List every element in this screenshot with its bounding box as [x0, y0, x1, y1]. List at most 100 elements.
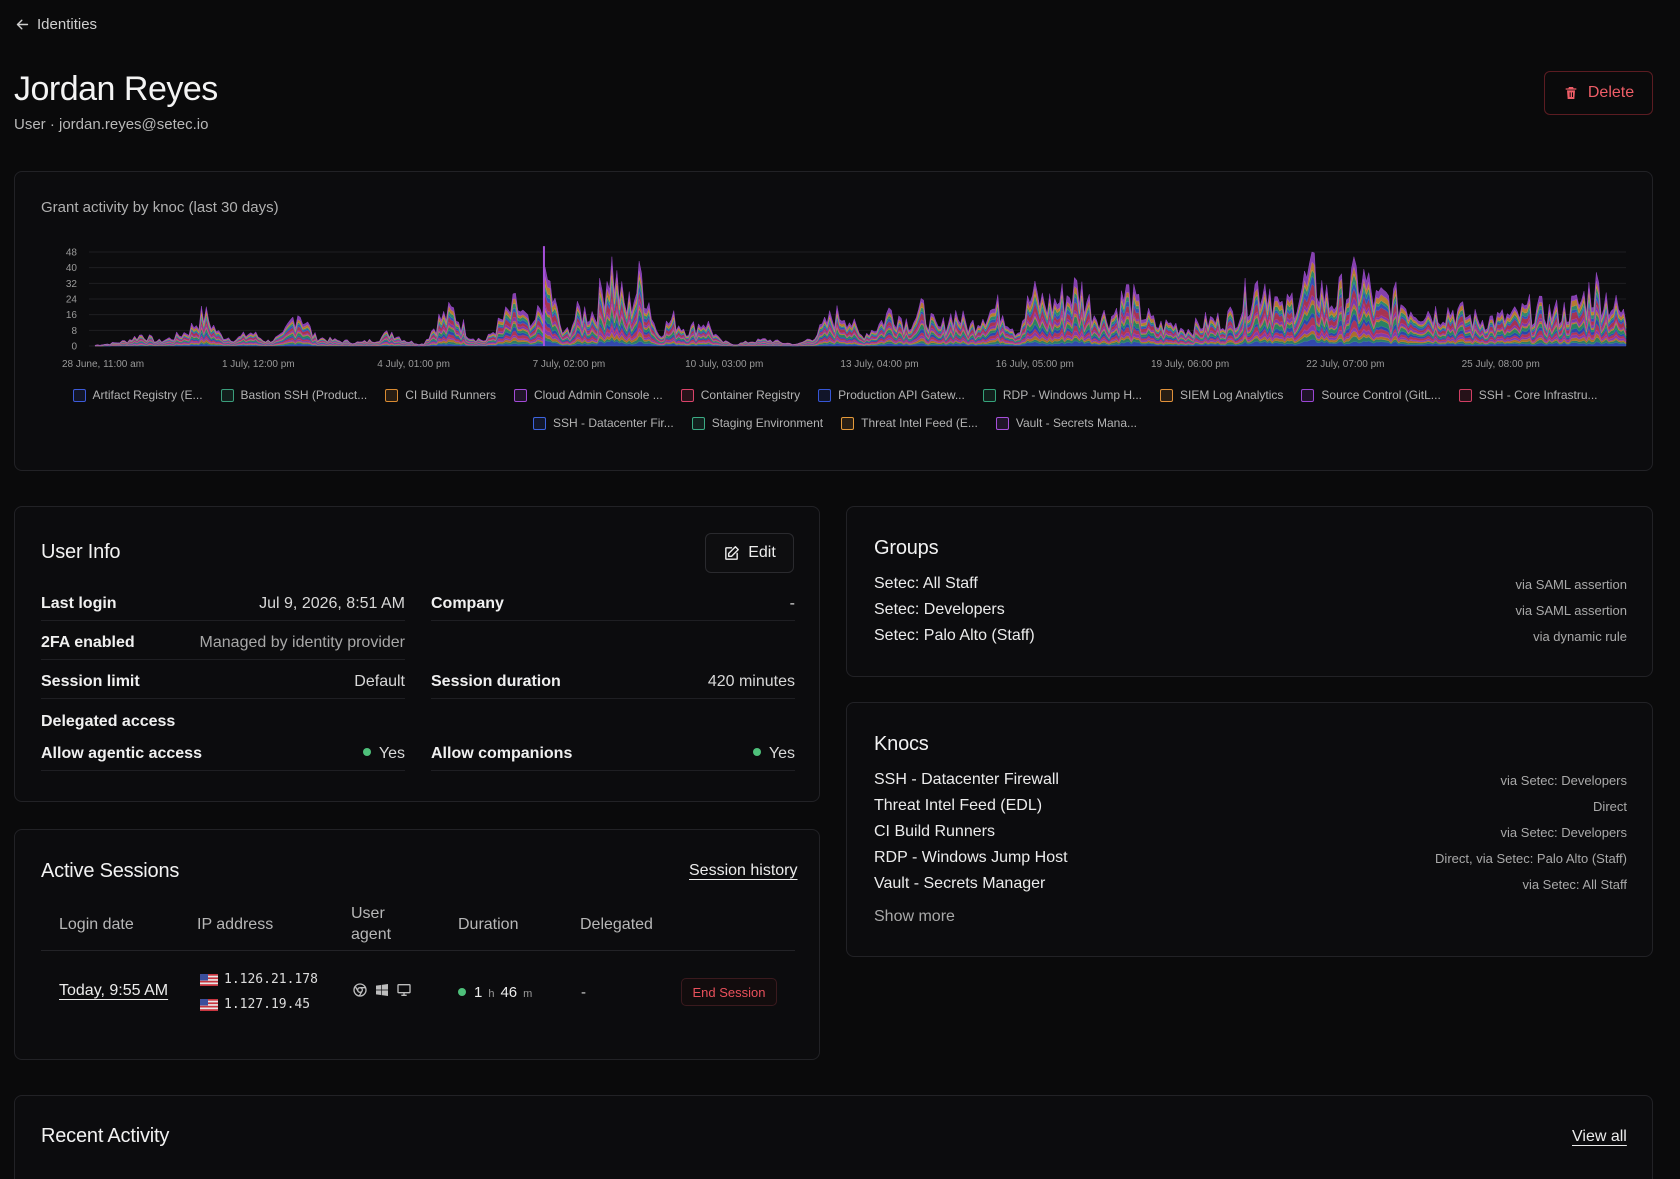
- legend-item[interactable]: Staging Environment: [691, 416, 823, 430]
- knoc-name: SSH - Datacenter Firewall: [874, 771, 1059, 788]
- group-row[interactable]: Setec: Palo Alto (Staff) via dynamic rul…: [874, 623, 1627, 649]
- col-login-date[interactable]: Login date: [59, 916, 134, 933]
- twofa-row: 2FA enabled Managed by identity provider: [41, 626, 405, 660]
- legend-swatch: [72, 388, 86, 402]
- legend-label: SSH - Datacenter Fir...: [553, 416, 674, 430]
- legend-swatch: [1160, 388, 1174, 402]
- col-duration[interactable]: Duration: [458, 916, 519, 933]
- legend-item[interactable]: Cloud Admin Console ...: [513, 388, 663, 402]
- session-duration-value: 420 minutes: [707, 672, 795, 690]
- chart-title: Grant activity by knoc (last 30 days): [41, 199, 279, 216]
- knoc-via: via Setec: Developers: [1500, 824, 1627, 840]
- legend-item[interactable]: Production API Gatew...: [818, 388, 965, 402]
- legend-item[interactable]: Vault - Secrets Mana...: [995, 416, 1137, 430]
- desktop-icon: [397, 984, 411, 996]
- legend-item[interactable]: SSH - Core Infrastru...: [1458, 388, 1598, 402]
- col-delegated[interactable]: Delegated: [580, 916, 653, 933]
- x-tick-label: 28 June, 11:00 am: [62, 359, 144, 370]
- session-history-link[interactable]: Session history: [689, 862, 798, 879]
- legend-swatch: [513, 388, 527, 402]
- group-row[interactable]: Setec: All Staff via SAML assertion: [874, 571, 1627, 597]
- legend-label: Source Control (GitL...: [1321, 388, 1441, 402]
- y-tick-label: 32: [66, 279, 78, 290]
- col-user-agent-line2: agent: [351, 926, 392, 943]
- session-login-date-link[interactable]: Today, 9:55 AM: [59, 982, 169, 999]
- legend-swatch: [841, 416, 855, 430]
- legend-swatch: [1301, 388, 1315, 402]
- series-area-13: [94, 251, 1627, 346]
- page-title: Jordan Reyes: [14, 70, 218, 108]
- chart-legend: Artifact Registry (E... Bastion SSH (Prod…: [45, 388, 1625, 430]
- ip-address-line: 1.127.19.45: [200, 997, 310, 1012]
- chrome-icon: [353, 983, 367, 997]
- y-tick-label: 48: [66, 248, 78, 259]
- companions-value-text: Yes: [768, 744, 795, 762]
- user-info-card: User Info Edit Last login Jul 9, 2026, 8…: [14, 506, 820, 802]
- agentic-access-value-text: Yes: [378, 744, 405, 762]
- page-subtitle: User · jordan.reyes@setec.io: [14, 116, 209, 133]
- edit-button[interactable]: Edit: [705, 533, 794, 573]
- session-limit-value: Default: [354, 672, 405, 690]
- x-tick-label: 22 July, 07:00 pm: [1306, 359, 1384, 370]
- session-limit-row: Session limit Default: [41, 665, 405, 699]
- legend-item[interactable]: SIEM Log Analytics: [1160, 388, 1283, 402]
- legend-item[interactable]: Source Control (GitL...: [1301, 388, 1441, 402]
- legend-swatch: [982, 388, 996, 402]
- legend-label: Production API Gatew...: [838, 388, 965, 402]
- knoc-row[interactable]: Vault - Secrets Manager via Setec: All S…: [874, 871, 1627, 897]
- legend-item[interactable]: Artifact Registry (E...: [72, 388, 203, 402]
- view-all-link[interactable]: View all: [1572, 1128, 1627, 1145]
- knocs-card: Knocs SSH - Datacenter Firewall via Sete…: [846, 702, 1653, 957]
- col-ip-address[interactable]: IP address: [197, 916, 274, 933]
- status-dot-icon: [752, 748, 761, 757]
- legend-item[interactable]: Bastion SSH (Product...: [220, 388, 367, 402]
- legend-label: CI Build Runners: [405, 388, 496, 402]
- legend-item[interactable]: SSH - Datacenter Fir...: [533, 416, 674, 430]
- legend-swatch: [691, 416, 705, 430]
- agentic-access-value: Yes: [362, 744, 405, 763]
- edit-button-label: Edit: [748, 544, 776, 561]
- group-row[interactable]: Setec: Developers via SAML assertion: [874, 597, 1627, 623]
- knoc-via: via Setec: All Staff: [1522, 876, 1627, 892]
- groups-card: Groups Setec: All Staff via SAML asserti…: [846, 506, 1653, 677]
- edit-icon: [725, 545, 740, 560]
- legend-label: SSH - Core Infrastru...: [1478, 388, 1598, 402]
- knoc-row[interactable]: SSH - Datacenter Firewall via Setec: Dev…: [874, 767, 1627, 793]
- ip-address-line: 1.126.21.178: [200, 972, 318, 987]
- legend-item[interactable]: CI Build Runners: [385, 388, 496, 402]
- col-user-agent[interactable]: User agent: [351, 903, 391, 945]
- x-tick-label: 19 July, 06:00 pm: [1151, 359, 1229, 370]
- session-limit-label: Session limit: [41, 672, 140, 690]
- legend-item[interactable]: Container Registry: [680, 388, 800, 402]
- knoc-name: Threat Intel Feed (EDL): [874, 797, 1043, 814]
- x-tick-label: 25 July, 08:00 pm: [1462, 359, 1540, 370]
- x-tick-label: 7 July, 02:00 pm: [533, 359, 606, 370]
- x-tick-label: 1 July, 12:00 pm: [222, 359, 295, 370]
- status-dot-icon: [362, 748, 371, 757]
- show-more-link[interactable]: Show more: [874, 908, 955, 925]
- knoc-via: Direct, via Setec: Palo Alto (Staff): [1435, 850, 1627, 866]
- active-sessions-card: Active Sessions Session history Login da…: [14, 829, 820, 1060]
- legend-label: Vault - Secrets Mana...: [1015, 416, 1137, 430]
- knoc-row[interactable]: RDP - Windows Jump Host Direct, via Sete…: [874, 845, 1627, 871]
- last-login-value: Jul 9, 2026, 8:51 AM: [259, 594, 405, 612]
- twofa-value: Managed by identity provider: [199, 633, 405, 651]
- legend-swatch: [533, 416, 546, 430]
- knoc-row[interactable]: CI Build Runners via Setec: Developers: [874, 819, 1627, 845]
- y-tick-label: 8: [71, 326, 77, 337]
- delete-button-label: Delete: [1587, 84, 1635, 101]
- legend-item[interactable]: RDP - Windows Jump H...: [982, 388, 1142, 402]
- knoc-row[interactable]: Threat Intel Feed (EDL) Direct: [874, 793, 1627, 819]
- back-to-identities-link[interactable]: Identities: [14, 16, 97, 33]
- user-info-heading: User Info: [41, 541, 121, 563]
- legend-item[interactable]: Threat Intel Feed (E...: [841, 416, 978, 430]
- end-session-button[interactable]: End Session: [681, 978, 777, 1006]
- company-row: Company -: [431, 587, 795, 621]
- delete-button[interactable]: Delete: [1544, 71, 1653, 115]
- company-value: -: [789, 594, 795, 612]
- group-via: via dynamic rule: [1533, 628, 1627, 644]
- knocs-heading: Knocs: [874, 733, 929, 755]
- company-label: Company: [431, 594, 504, 612]
- knoc-name: RDP - Windows Jump Host: [874, 849, 1068, 866]
- us-flag-icon: [200, 973, 218, 986]
